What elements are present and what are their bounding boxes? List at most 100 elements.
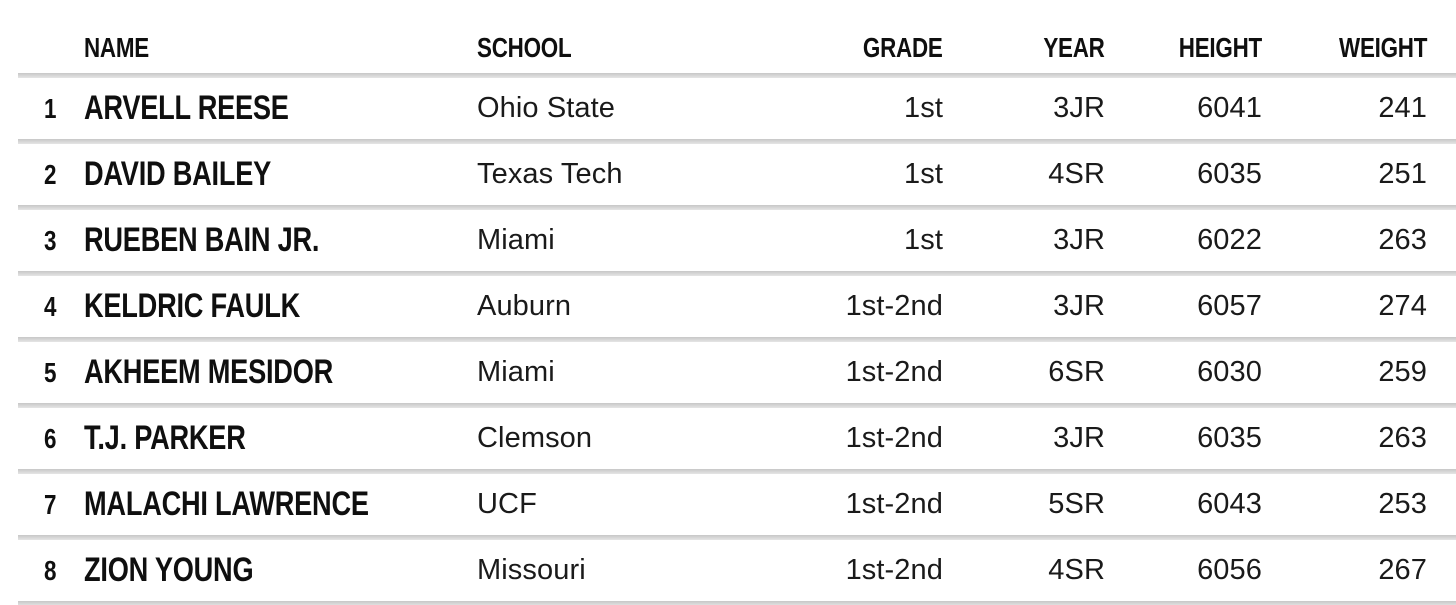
header-divider bbox=[18, 73, 1456, 78]
player-weight: 263 bbox=[1378, 422, 1427, 454]
school-cell: Miami bbox=[477, 224, 718, 257]
weight-cell: 253 bbox=[1262, 488, 1427, 521]
name-column-header-cell: NAME bbox=[62, 32, 477, 73]
player-school: Auburn bbox=[477, 290, 572, 322]
column-header-height: HEIGHT bbox=[1178, 32, 1262, 63]
table-row: 1 ARVELL REESE Ohio State 1st 3JR 6041 2… bbox=[18, 78, 1456, 139]
height-cell: 6022 bbox=[1105, 224, 1262, 257]
school-cell: Clemson bbox=[477, 422, 718, 455]
table-row: 2 DAVID BAILEY Texas Tech 1st 4SR 6035 2… bbox=[18, 144, 1456, 205]
height-cell: 6056 bbox=[1105, 554, 1262, 587]
player-grade: 1st-2nd bbox=[845, 290, 943, 322]
row-divider bbox=[18, 469, 1456, 474]
player-weight: 251 bbox=[1378, 158, 1427, 190]
school-cell: Ohio State bbox=[477, 92, 718, 125]
name-cell: T.J. PARKER bbox=[62, 419, 477, 458]
player-year: 3JR bbox=[1053, 224, 1105, 256]
column-header-weight: WEIGHT bbox=[1338, 32, 1427, 63]
player-rank: 6 bbox=[43, 422, 56, 454]
height-cell: 6041 bbox=[1105, 92, 1262, 125]
grade-cell: 1st-2nd bbox=[718, 554, 943, 587]
row-divider bbox=[18, 403, 1456, 408]
player-rank: 2 bbox=[43, 158, 56, 190]
row-divider bbox=[18, 601, 1456, 605]
player-name: T.J. PARKER bbox=[84, 419, 246, 457]
player-grade: 1st-2nd bbox=[845, 422, 943, 454]
player-height: 6041 bbox=[1197, 92, 1262, 124]
player-weight: 267 bbox=[1378, 554, 1427, 586]
row-divider bbox=[18, 535, 1456, 540]
height-cell: 6043 bbox=[1105, 488, 1262, 521]
year-column-header-cell: YEAR bbox=[943, 32, 1106, 73]
player-rank: 4 bbox=[43, 290, 56, 322]
player-name: ZION YOUNG bbox=[84, 551, 254, 589]
player-weight: 253 bbox=[1378, 488, 1427, 520]
player-grade: 1st bbox=[904, 158, 943, 190]
player-grade: 1st-2nd bbox=[845, 488, 943, 520]
player-name: RUEBEN BAIN JR. bbox=[84, 221, 320, 259]
school-cell: UCF bbox=[477, 488, 718, 521]
row-divider bbox=[18, 205, 1456, 210]
player-rank: 7 bbox=[43, 488, 56, 520]
weight-cell: 259 bbox=[1262, 356, 1427, 389]
rank-cell: 6 bbox=[18, 423, 62, 455]
player-height: 6022 bbox=[1197, 224, 1262, 256]
rank-cell: 4 bbox=[18, 291, 62, 323]
weight-cell: 267 bbox=[1262, 554, 1427, 587]
player-year: 3JR bbox=[1053, 290, 1105, 322]
school-cell: Texas Tech bbox=[477, 158, 718, 191]
name-cell: DAVID BAILEY bbox=[62, 155, 477, 194]
player-year: 3JR bbox=[1053, 92, 1105, 124]
height-cell: 6035 bbox=[1105, 158, 1262, 191]
table-row: 5 AKHEEM MESIDOR Miami 1st-2nd 6SR 6030 … bbox=[18, 342, 1456, 403]
name-cell: RUEBEN BAIN JR. bbox=[62, 221, 477, 260]
year-cell: 4SR bbox=[943, 158, 1105, 191]
weight-cell: 263 bbox=[1262, 422, 1427, 455]
player-height: 6035 bbox=[1197, 422, 1262, 454]
player-weight: 241 bbox=[1378, 92, 1427, 124]
table-body: 1 ARVELL REESE Ohio State 1st 3JR 6041 2… bbox=[18, 78, 1456, 605]
grade-cell: 1st-2nd bbox=[718, 488, 943, 521]
player-rank: 8 bbox=[43, 554, 56, 586]
player-rank: 3 bbox=[43, 224, 56, 256]
player-year: 4SR bbox=[1048, 554, 1105, 586]
year-cell: 3JR bbox=[943, 92, 1105, 125]
row-divider bbox=[18, 271, 1456, 276]
year-cell: 4SR bbox=[943, 554, 1105, 587]
rank-cell: 8 bbox=[18, 555, 62, 587]
player-school: UCF bbox=[477, 488, 537, 520]
school-cell: Auburn bbox=[477, 290, 718, 323]
player-year: 5SR bbox=[1048, 488, 1105, 520]
table-row: 3 RUEBEN BAIN JR. Miami 1st 3JR 6022 263 bbox=[18, 210, 1456, 271]
weight-cell: 274 bbox=[1262, 290, 1427, 323]
rank-cell: 1 bbox=[18, 93, 62, 125]
name-cell: KELDRIC FAULK bbox=[62, 287, 477, 326]
grade-cell: 1st-2nd bbox=[718, 290, 943, 323]
player-year: 6SR bbox=[1048, 356, 1105, 388]
rank-cell: 7 bbox=[18, 489, 62, 521]
player-school: Miami bbox=[477, 356, 555, 388]
player-year: 3JR bbox=[1053, 422, 1105, 454]
weight-column-header-cell: WEIGHT bbox=[1262, 32, 1427, 73]
name-cell: MALACHI LAWRENCE bbox=[62, 485, 477, 524]
school-column-header-cell: SCHOOL bbox=[477, 32, 718, 73]
table-row: 8 ZION YOUNG Missouri 1st-2nd 4SR 6056 2… bbox=[18, 540, 1456, 601]
height-column-header-cell: HEIGHT bbox=[1105, 32, 1262, 73]
player-weight: 259 bbox=[1378, 356, 1427, 388]
row-divider bbox=[18, 337, 1456, 342]
column-header-school: SCHOOL bbox=[477, 32, 572, 63]
player-year: 4SR bbox=[1048, 158, 1105, 190]
rank-cell: 2 bbox=[18, 159, 62, 191]
grade-cell: 1st-2nd bbox=[718, 422, 943, 455]
player-school: Texas Tech bbox=[477, 158, 623, 190]
grade-cell: 1st bbox=[718, 92, 943, 125]
player-school: Clemson bbox=[477, 422, 593, 454]
player-rank: 5 bbox=[43, 356, 56, 388]
grade-column-header-cell: GRADE bbox=[718, 32, 943, 73]
grade-cell: 1st-2nd bbox=[718, 356, 943, 389]
player-weight: 274 bbox=[1378, 290, 1427, 322]
year-cell: 3JR bbox=[943, 290, 1105, 323]
weight-cell: 263 bbox=[1262, 224, 1427, 257]
player-rank: 1 bbox=[43, 92, 56, 124]
player-height: 6035 bbox=[1197, 158, 1262, 190]
